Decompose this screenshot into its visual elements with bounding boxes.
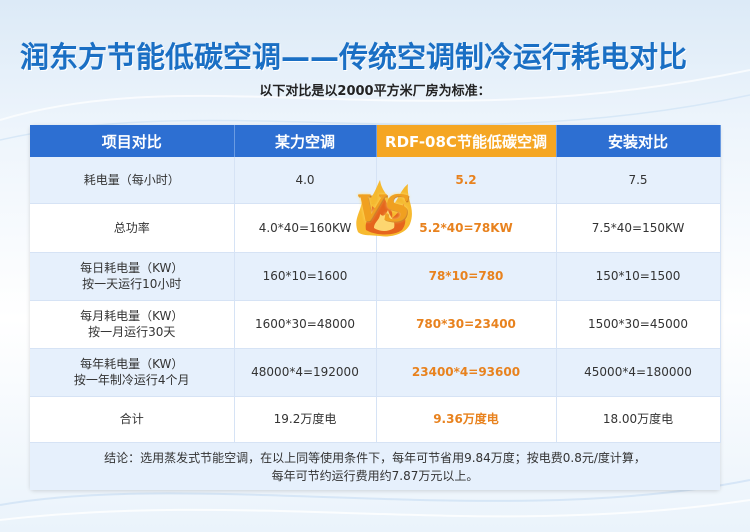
- cell-competitor: 1600*30=48000: [234, 300, 377, 349]
- cell-install: 150*10=1500: [556, 252, 721, 301]
- conclusion-line-2: 每年可节约运行费用约7.87万元以上。: [271, 469, 479, 483]
- header-item: 项目对比: [30, 125, 235, 157]
- row-label: 每年耗电量（KW） 按一年制冷运行4个月: [30, 348, 235, 397]
- cell-competitor: 19.2万度电: [234, 396, 377, 443]
- row-label: 耗电量（每小时）: [30, 157, 235, 204]
- flame-icon: [356, 180, 412, 237]
- cell-competitor: 160*10=1600: [234, 252, 377, 301]
- page-title: 润东方节能低碳空调——传统空调制冷运行耗电对比: [20, 40, 688, 74]
- row-label: 合计: [30, 396, 235, 443]
- row-label: 每日耗电量（KW） 按一天运行10小时: [30, 252, 235, 301]
- table-row: 合计 19.2万度电 9.36万度电 18.00万度电: [30, 396, 721, 443]
- conclusion-text: 结论：选用蒸发式节能空调，在以上同等使用条件下，每年可节省用9.84万度；按电费…: [30, 442, 720, 490]
- cell-install: 7.5: [556, 157, 721, 204]
- page-subtitle: 以下对比是以2000平方米厂房为标准：: [259, 84, 491, 99]
- table-header-row: 项目对比 某力空调 RDF-08C节能低碳空调 安装对比: [30, 125, 721, 157]
- header-rdf-08c: RDF-08C节能低碳空调: [376, 125, 557, 157]
- row-label: 每月耗电量（KW） 按一月运行30天: [30, 300, 235, 349]
- row-label: 总功率: [30, 203, 235, 253]
- cell-rdf: 780*30=23400: [376, 300, 557, 349]
- cell-competitor: 4.0: [234, 157, 377, 204]
- cell-competitor: 48000*4=192000: [234, 348, 377, 397]
- cell-install: 1500*30=45000: [556, 300, 721, 349]
- header-competitor: 某力空调: [234, 125, 377, 157]
- cell-rdf: 9.36万度电: [376, 396, 557, 443]
- cell-rdf: 23400*4=93600: [376, 348, 557, 397]
- table-row: 每月耗电量（KW） 按一月运行30天 1600*30=48000 780*30=…: [30, 300, 721, 349]
- cell-rdf: 78*10=780: [376, 252, 557, 301]
- cell-install: 7.5*40=150KW: [556, 203, 721, 253]
- cell-competitor: 4.0*40=160KW: [234, 203, 377, 253]
- header-install: 安装对比: [556, 125, 721, 157]
- conclusion-line-1: 结论：选用蒸发式节能空调，在以上同等使用条件下，每年可节省用9.84万度；按电费…: [104, 451, 646, 465]
- cell-install: 45000*4=180000: [556, 348, 721, 397]
- cell-install: 18.00万度电: [556, 396, 721, 443]
- comparison-table: 项目对比 某力空调 RDF-08C节能低碳空调 安装对比 耗电量（每小时） 4.…: [30, 125, 721, 443]
- vs-label: VS: [356, 188, 410, 230]
- table-row: 总功率 4.0*40=160KW 5.2*40=78KW 7.5*40=150K…: [30, 203, 721, 253]
- table-row: 每年耗电量（KW） 按一年制冷运行4个月 48000*4=192000 2340…: [30, 348, 721, 397]
- table-row: 每日耗电量（KW） 按一天运行10小时 160*10=1600 78*10=78…: [30, 252, 721, 301]
